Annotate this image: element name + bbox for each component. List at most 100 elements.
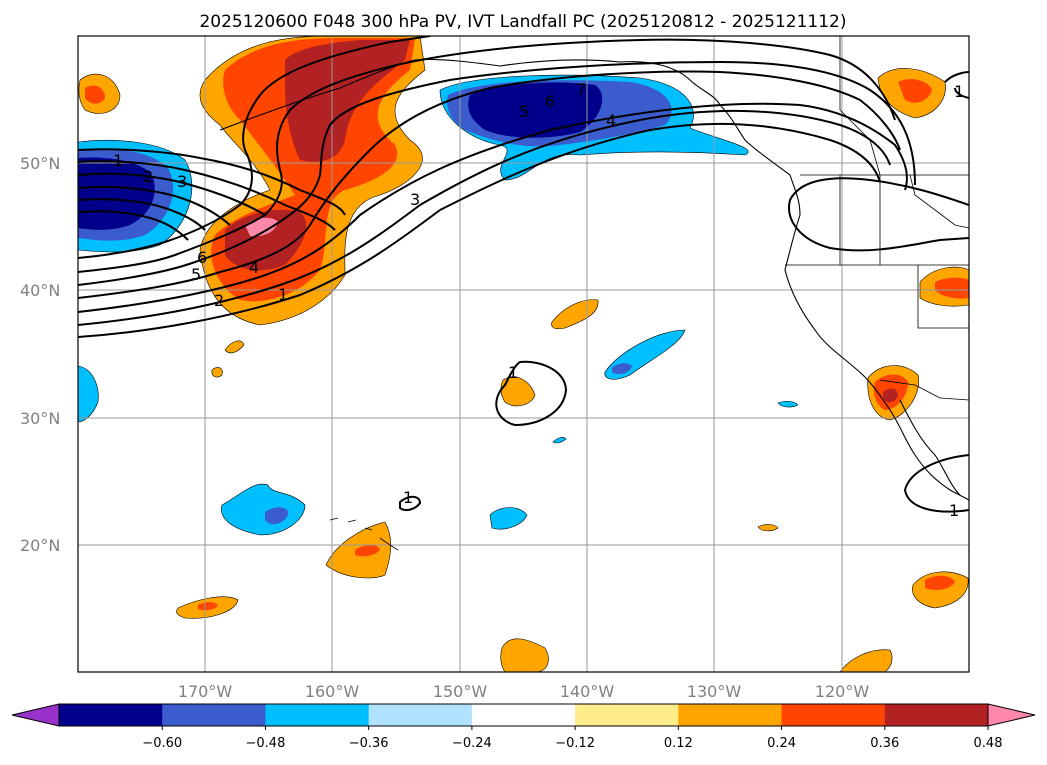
pv-positive-blob-5 [500, 638, 549, 672]
colorbar-segment [575, 704, 679, 726]
colorbar-tick-label: −0.36 [349, 736, 389, 751]
pv-positive-blob-8-inner [883, 388, 898, 403]
contour-label: 2 [214, 291, 224, 310]
pv-negative-blob-2-inner [265, 507, 289, 525]
pv-negative-west-edge [78, 365, 99, 423]
baja-peninsula [899, 399, 961, 496]
contour-line [78, 172, 266, 216]
contour-label: 1 [403, 488, 413, 507]
contour-label: 6 [197, 248, 207, 267]
pv-positive-blob-7-inner [925, 575, 955, 590]
contour-label: 2 [143, 167, 153, 186]
contour-labels: 1 2 3 6 5 4 2 1 3 5 6 7 4 1 1 1 1 [113, 80, 964, 520]
colorbar-segment [781, 704, 886, 726]
contour-line [78, 102, 908, 313]
figure-title: 2025120600 F048 300 hPa PV, IVT Landfall… [199, 12, 846, 32]
colorbar-tick-label: −0.60 [142, 736, 182, 751]
lon-label: 160°W [305, 682, 360, 701]
contour-line [78, 160, 336, 231]
pv-positive-blob-1 [551, 299, 599, 330]
contour-label: 6 [545, 92, 555, 111]
contour-line [78, 210, 189, 241]
contour-line [78, 38, 896, 273]
contour-line [495, 360, 568, 427]
lat-label: 20°N [20, 536, 60, 555]
contour-line [78, 109, 891, 326]
pv-positive-blob-12 [211, 367, 223, 378]
lat-label: 50°N [20, 154, 60, 173]
contour-line [78, 198, 206, 231]
contour-label: 5 [519, 102, 529, 121]
contour-label: 1 [278, 285, 288, 304]
us-mexico-border [879, 379, 969, 401]
pv-negative-blob-5 [552, 437, 567, 444]
colorbar-segment [59, 704, 163, 726]
colorbar-segment [162, 704, 266, 726]
lon-label: 170°W [178, 682, 233, 701]
pv-negative-blob-4 [777, 400, 799, 408]
canada-province-border [839, 36, 881, 176]
contour-line [78, 148, 346, 216]
pv-positive-blob-9-inner [935, 277, 969, 299]
pv-negative-north-inner [468, 82, 603, 138]
lon-label: 150°W [433, 682, 488, 701]
lat-label: 40°N [20, 281, 60, 300]
pv-positive-blob-13 [224, 340, 245, 354]
ivt-contours [78, 36, 969, 513]
colorbar-extend-high [987, 703, 1036, 727]
pv-negative-blob-2 [221, 483, 306, 536]
hawaii-islands [329, 517, 399, 551]
contour-line [78, 122, 881, 338]
contour-line [788, 177, 969, 252]
pv-positive-blob-4-inner [198, 602, 218, 611]
latitude-labels: 50°N 40°N 30°N 20°N [20, 154, 60, 555]
north-america-coast [689, 79, 969, 501]
colorbar-segment [471, 704, 576, 726]
contour-line [78, 36, 431, 259]
colorbar-segment [678, 704, 783, 726]
colorbar-tick-label: 0.12 [664, 736, 693, 751]
colorbar-tick-label: −0.12 [555, 736, 595, 751]
contour-line [78, 70, 901, 299]
alaska-coast [219, 58, 691, 131]
colorbar-tick-label: 0.36 [870, 736, 899, 751]
contour-label: 3 [410, 190, 420, 209]
colorbar-tick-label: 0.48 [974, 736, 1003, 751]
lon-label: 130°W [687, 682, 742, 701]
colorbar-segment [368, 704, 473, 726]
colorbar-tick-label: −0.48 [246, 736, 286, 751]
contour-label: 1 [113, 151, 123, 170]
contour-label: 7 [576, 80, 586, 99]
colorbar-segment [884, 704, 989, 726]
pv-positive-blob-3-inner [355, 544, 380, 557]
colorbar-outline [58, 703, 989, 727]
longitude-labels: 170°W 160°W 150°W 140°W 130°W 120°W [178, 682, 870, 701]
colorbar-tick-label: −0.24 [452, 736, 492, 751]
coastlines [219, 36, 969, 551]
pv-positive-blob-10-inner [898, 79, 932, 103]
pv-positive-blob-11 [757, 524, 779, 532]
us-state-borders [785, 174, 969, 329]
contour-label: 1 [949, 501, 959, 520]
lat-label: 30°N [20, 409, 60, 428]
contour-line [399, 495, 422, 512]
colorbar-segment [265, 704, 370, 726]
map-frame [77, 35, 970, 673]
contour-label: 1 [954, 82, 964, 101]
contour-line [78, 185, 231, 226]
colorbar-extend-low [11, 703, 60, 727]
colorbar: −0.60 −0.48 −0.36 −0.24 −0.12 0.12 0.24 0.36 0.4… [11, 703, 1036, 751]
gridlines [78, 36, 969, 672]
lon-label: 140°W [560, 682, 615, 701]
pv-negative-blob-3 [489, 507, 528, 530]
contour-label: 3 [177, 172, 187, 191]
lon-label: 120°W [815, 682, 870, 701]
contour-line [78, 60, 916, 286]
contour-label: 5 [191, 265, 201, 284]
contour-line [903, 454, 969, 513]
pv-positive-blob-nw-inner [85, 85, 105, 104]
map-panel: 1 2 3 6 5 4 2 1 3 5 6 7 4 1 1 1 1 [77, 35, 970, 673]
colorbar-tick-label: 0.24 [767, 736, 796, 751]
pv-negative-blob-1-inner [612, 363, 632, 374]
